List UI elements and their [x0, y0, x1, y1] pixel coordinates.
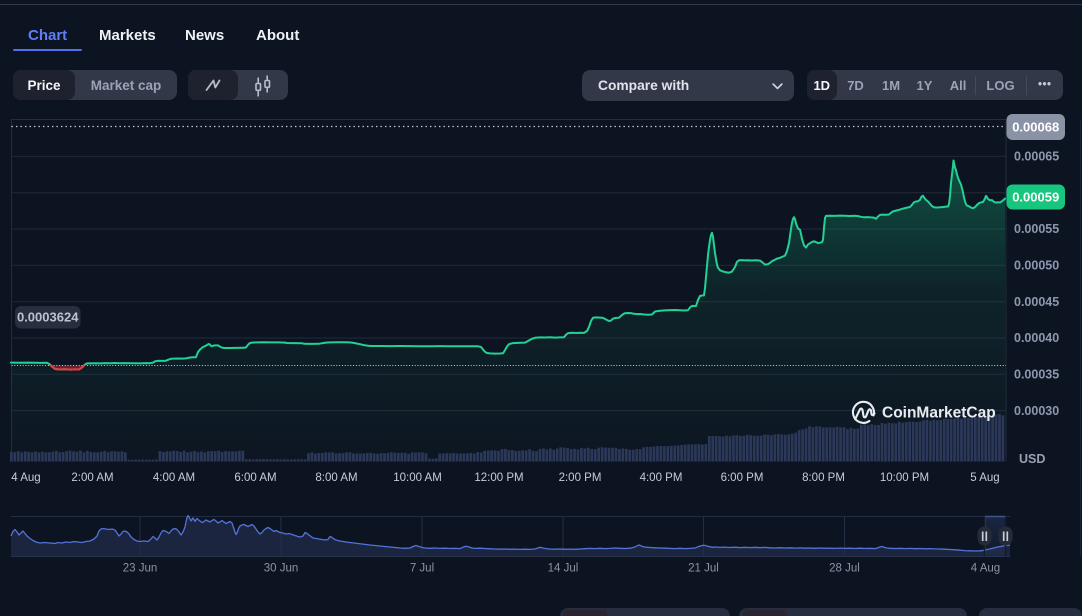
- svg-text:6:00 PM: 6:00 PM: [721, 472, 764, 484]
- svg-text:23 Jun: 23 Jun: [123, 563, 158, 575]
- svg-text:0.0003624: 0.0003624: [17, 310, 79, 325]
- svg-text:12:00 PM: 12:00 PM: [474, 472, 523, 484]
- svg-text:5 Aug: 5 Aug: [970, 472, 999, 484]
- svg-text:7 Jul: 7 Jul: [410, 563, 434, 575]
- svg-text:0.00065: 0.00065: [1014, 150, 1059, 164]
- svg-text:14 Jul: 14 Jul: [548, 563, 579, 575]
- svg-text:0.00050: 0.00050: [1014, 259, 1059, 273]
- svg-text:0.00035: 0.00035: [1014, 368, 1059, 382]
- svg-text:8:00 AM: 8:00 AM: [315, 472, 357, 484]
- svg-text:0.00045: 0.00045: [1014, 295, 1059, 309]
- svg-text:0.00068: 0.00068: [1012, 120, 1059, 135]
- svg-text:2:00 PM: 2:00 PM: [559, 472, 602, 484]
- svg-text:CoinMarketCap: CoinMarketCap: [882, 405, 996, 422]
- svg-text:28 Jul: 28 Jul: [829, 563, 860, 575]
- svg-text:0.00055: 0.00055: [1014, 222, 1059, 236]
- svg-text:30 Jun: 30 Jun: [264, 563, 299, 575]
- svg-text:2:00 AM: 2:00 AM: [71, 472, 113, 484]
- svg-text:21 Jul: 21 Jul: [688, 563, 719, 575]
- svg-text:4:00 PM: 4:00 PM: [640, 472, 683, 484]
- svg-text:4 Aug: 4 Aug: [11, 472, 40, 484]
- svg-text:10:00 AM: 10:00 AM: [393, 472, 442, 484]
- svg-text:4 Aug: 4 Aug: [971, 563, 1000, 575]
- svg-text:4:00 AM: 4:00 AM: [153, 472, 195, 484]
- svg-text:8:00 PM: 8:00 PM: [802, 472, 845, 484]
- svg-text:0.00040: 0.00040: [1014, 331, 1059, 345]
- svg-text:6:00 AM: 6:00 AM: [234, 472, 276, 484]
- svg-text:0.00030: 0.00030: [1014, 404, 1059, 418]
- svg-text:10:00 PM: 10:00 PM: [880, 472, 929, 484]
- svg-text:USD: USD: [1019, 452, 1045, 466]
- svg-text:0.00059: 0.00059: [1012, 190, 1059, 205]
